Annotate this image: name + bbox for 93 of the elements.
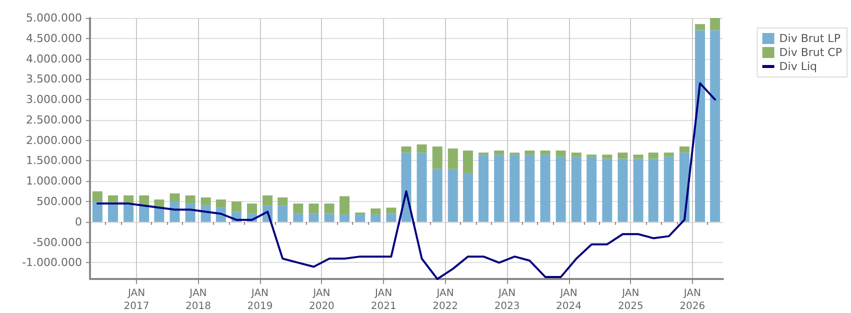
bar [386,214,396,222]
bar [540,150,550,155]
bar [494,150,504,155]
bar [293,204,304,214]
y-tick-label: 4.000.000 [26,52,82,66]
bar [231,202,242,212]
bar [602,158,612,222]
bar [462,172,473,222]
bar [664,156,674,222]
bar [695,30,705,222]
bar [293,214,304,222]
bar [648,152,658,159]
bar [586,156,597,222]
bar [170,202,180,222]
x-tick-label: JAN 2022 [432,288,458,312]
x-tick-label: JAN 2025 [618,288,644,312]
y-tick-label: 2.500.000 [26,113,82,126]
bar [124,204,134,222]
bar [695,24,705,30]
bar [494,154,504,222]
bar [510,154,520,222]
y-tick-label: 1.000.000 [26,174,82,188]
bar [633,158,644,222]
x-tick-label: JAN 2023 [494,288,520,312]
bar [432,168,442,222]
bar [556,150,566,157]
x-tick-label: JAN 2026 [680,288,706,312]
bar [648,158,658,222]
y-tick-label: 500.000 [36,195,82,208]
line-series [96,82,716,280]
bar [92,191,102,202]
bar [602,154,612,159]
bar [154,208,164,222]
legend-label: Div Liq [779,60,818,73]
legend-label: Div Brut LP [779,32,841,45]
y-tick-label: 0 [75,215,82,228]
bar [679,146,690,153]
bar [386,208,396,214]
y-tick-label: 5.000.000 [26,12,82,24]
y-tick-label: 4.500.000 [26,32,82,45]
bar [710,30,720,222]
bar [571,156,582,222]
y-tick-label: 3.000.000 [26,93,82,106]
bar [478,154,489,222]
bar [278,197,288,206]
x-tick-label: JAN 2019 [247,288,273,312]
bar [710,18,720,30]
bar [170,193,180,202]
bar [401,146,412,153]
bar [416,152,427,222]
x-tick-label: JAN 2020 [308,288,334,312]
y-tick-label: 1.500.000 [26,154,82,168]
bar [324,214,334,222]
bar [448,168,458,222]
bar [571,152,582,157]
bar [355,214,366,222]
bar [618,152,628,159]
bar [308,214,319,222]
bar [556,156,566,222]
bar [308,204,319,214]
x-tick-label: JAN 2018 [186,288,211,312]
bar [108,204,118,222]
bar [524,150,535,155]
bar [524,154,535,222]
bar [200,197,211,206]
x-tick-label: JAN 2024 [556,288,582,312]
bar [324,204,334,214]
bar [462,150,473,173]
bar [92,202,102,222]
bar [340,214,350,222]
bar [448,148,458,169]
bar [262,195,273,206]
bar [618,158,628,222]
bar [540,154,550,222]
y-tick-label: 2.000.000 [26,134,82,147]
bar [278,206,288,222]
bar [370,214,381,222]
y-tick-label: -500.000 [32,236,82,249]
x-tick-label: JAN 2021 [370,288,396,312]
bar [247,204,258,214]
bar [633,154,644,159]
bar [216,199,226,208]
y-tick-label: -1.000.000 [22,256,82,270]
bar [432,146,442,169]
bar [664,152,674,157]
legend-label: Div Brut CP [779,46,842,59]
bar [416,144,427,153]
x-tick-label: JAN 2017 [124,288,150,312]
bar [139,206,150,222]
bar [185,195,196,204]
bar [340,196,350,215]
y-tick-label: 3.500.000 [26,72,82,86]
bar [370,208,381,215]
